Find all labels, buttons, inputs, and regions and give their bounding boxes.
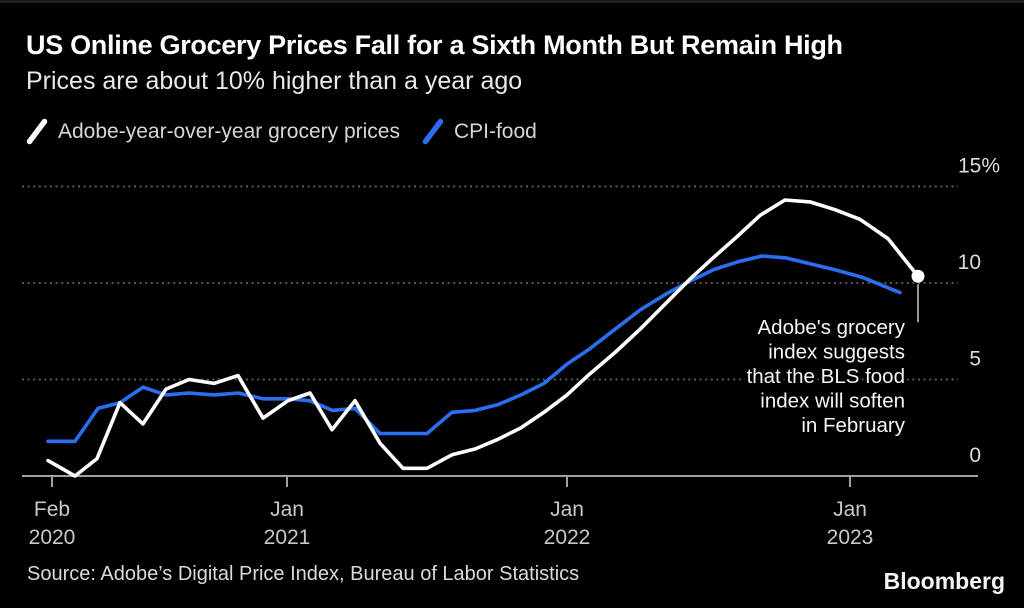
series-line-adobe <box>46 198 920 478</box>
bloomberg-logo: Bloomberg <box>883 568 1005 594</box>
chart-subtitle: Prices are about 10% higher than a year … <box>26 67 523 95</box>
chart-title: US Online Grocery Prices Fall for a Sixt… <box>26 30 843 60</box>
annotation-line: index suggests <box>768 341 905 364</box>
chart-legend: Adobe-year-over-year grocery prices CPI-f… <box>26 118 537 145</box>
line-swatch-icon <box>26 118 48 145</box>
annotation-line: in February <box>801 414 905 437</box>
x-tick-month: Jan <box>550 498 584 521</box>
y-axis-label: 10 <box>958 251 981 274</box>
end-point-marker <box>911 269 925 283</box>
line-swatch-icon <box>422 118 444 145</box>
y-axis-label: 15% <box>958 155 1000 178</box>
series-line-cpi-food <box>46 254 902 444</box>
x-tick-year: 2023 <box>827 526 874 549</box>
x-tick-year: 2022 <box>544 526 591 549</box>
annotation-line: index will soften <box>760 390 905 413</box>
annotation-line: that the BLS food <box>747 365 905 388</box>
y-axis-label: 0 <box>969 444 981 467</box>
x-tick-month: Jan <box>270 498 304 521</box>
legend-label: Adobe-year-over-year grocery prices <box>58 119 400 143</box>
y-axis-label: 5 <box>969 348 981 371</box>
x-tick-year: 2020 <box>29 526 76 549</box>
source-note: Source: Adobe’s Digital Price Index, Bur… <box>27 563 580 585</box>
annotation-line: Adobe's grocery <box>758 316 906 339</box>
legend-item-adobe: Adobe-year-over-year grocery prices <box>26 118 400 145</box>
x-tick-year: 2021 <box>264 526 311 549</box>
top-strip <box>0 0 1024 3</box>
legend-item-cpi-food: CPI-food <box>422 118 537 145</box>
x-tick-month: Feb <box>34 498 70 521</box>
legend-label: CPI-food <box>453 119 537 143</box>
x-tick-month: Jan <box>833 498 867 521</box>
